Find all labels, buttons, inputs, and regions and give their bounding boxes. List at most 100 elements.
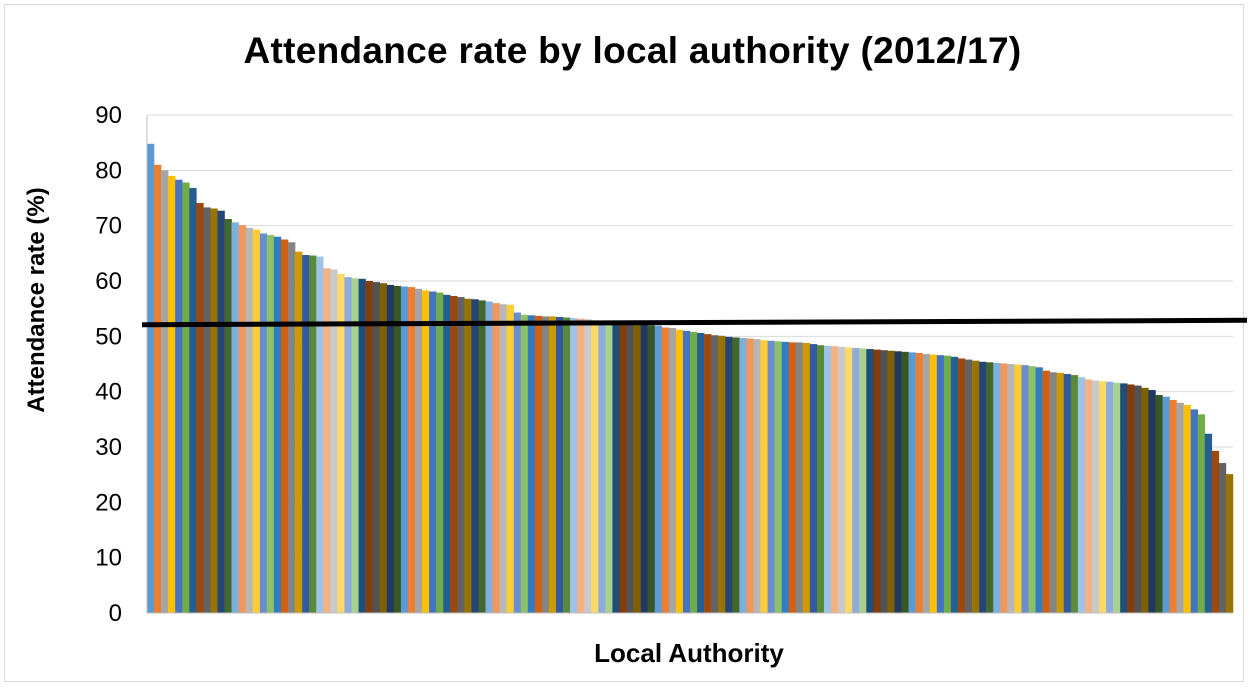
bar [1197,414,1206,613]
bar [295,251,303,614]
bar [845,347,853,613]
bar [464,298,472,613]
bar [344,277,352,613]
bar [1127,384,1135,613]
bar [647,325,655,613]
bar [527,315,536,613]
y-tick-label: 80 [95,157,122,184]
bar [1099,381,1107,613]
bar [887,350,895,613]
bar [690,331,698,613]
bar [591,320,599,613]
bar [1000,363,1008,613]
bar [823,345,832,613]
bar [965,359,973,613]
bar [929,354,938,613]
bar [957,358,966,613]
bar [986,362,994,613]
bar [1113,382,1121,613]
bar [1014,364,1022,613]
bar [612,321,620,613]
bar [1042,370,1050,613]
bar [1120,383,1128,613]
bar [668,328,677,613]
bar [379,283,388,613]
bar [1077,377,1086,613]
bar [196,202,204,614]
bar [556,316,564,613]
bar [809,344,818,613]
bar [605,321,613,613]
bar [175,179,183,614]
bar [993,362,1001,613]
bar [1091,380,1100,613]
bar [767,340,775,613]
bar [400,286,409,613]
bar [288,242,296,613]
bar [259,233,268,613]
bar [760,340,768,613]
bar [950,356,959,613]
bar [774,341,782,613]
bar [873,349,881,613]
bar [753,339,761,613]
bar [323,268,331,613]
bar [309,255,317,614]
bar [548,316,557,613]
bar [802,342,811,613]
bar [972,360,980,613]
bar [725,336,733,613]
bar [1204,433,1213,613]
bar [894,351,902,613]
bar [922,354,931,613]
bar [245,227,254,613]
bar [365,281,373,613]
bar [816,345,825,613]
bar [746,338,754,613]
bar [168,175,176,613]
bar [915,352,923,613]
bar [520,314,529,613]
bar [457,297,465,613]
x-axis-label: Local Authority [594,638,784,668]
bar [1225,474,1234,613]
bar [682,330,691,613]
bar [1218,463,1227,613]
bar [880,350,888,613]
bar [302,254,310,614]
bar [831,346,839,613]
bar [231,222,239,613]
bar [563,317,571,613]
bar [1106,381,1114,613]
bar [161,170,169,613]
bar [351,278,359,613]
bar [280,239,289,613]
bar [1007,364,1015,613]
bar [1049,372,1057,613]
bar [506,304,514,613]
bar [499,304,507,613]
bar [273,236,282,614]
bar [217,210,225,614]
bar [732,337,740,613]
bar [1070,375,1079,613]
bar [697,333,705,613]
bar [478,300,486,613]
bar [654,325,663,613]
bar [1190,409,1198,613]
y-tick-label: 70 [95,213,122,240]
bar [407,287,416,613]
bar [471,299,479,613]
bar [718,335,726,613]
y-tick-label: 60 [95,268,122,295]
bar [224,219,232,613]
bar [1162,396,1170,613]
bar [619,322,627,613]
bar [901,351,909,613]
bar [711,335,719,613]
y-tick-label: 90 [95,102,122,129]
bar [513,312,521,613]
bar [414,288,423,613]
y-tick-label: 40 [95,379,122,406]
bar [570,318,578,613]
